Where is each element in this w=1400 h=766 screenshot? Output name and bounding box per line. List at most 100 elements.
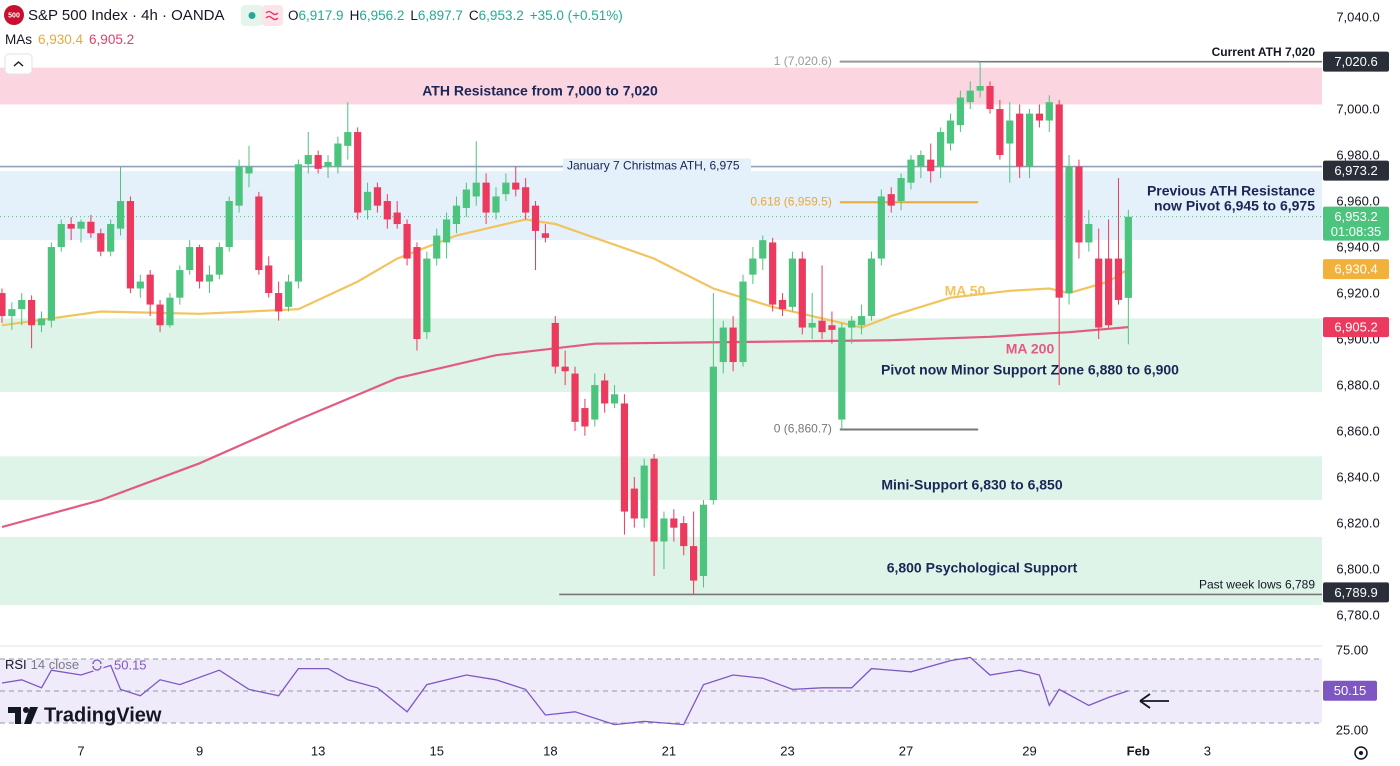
candle-body [897, 178, 905, 202]
zone [0, 171, 1322, 241]
settings-button[interactable] [1354, 746, 1368, 760]
candle-body [966, 90, 974, 103]
candle-body [334, 143, 342, 167]
ohlc-value: 6,956.2 [359, 8, 404, 23]
candle-body [67, 224, 75, 229]
candle-body [996, 109, 1004, 156]
y-tick-label: 6,820.0 [1336, 516, 1379, 531]
ma-label: MA 200 [1006, 341, 1055, 357]
candle-body [551, 322, 559, 367]
candle-body [314, 155, 322, 169]
candle-body [630, 488, 638, 519]
candle-body [1016, 113, 1024, 167]
symbol-title[interactable]: S&P 500 Index · 4h · OANDA [28, 7, 225, 24]
ohlc-value: 6,917.9 [299, 8, 344, 23]
zone [0, 318, 1322, 392]
y-tick-label: 6,780.0 [1336, 608, 1379, 623]
ohlc-key: H [350, 8, 360, 23]
ma-label: MA 50 [945, 283, 986, 299]
candle-body [719, 327, 727, 363]
candle-body [986, 86, 994, 110]
rsi-tick-label: 25.00 [1336, 722, 1369, 737]
candle-body [887, 194, 895, 206]
candle-body [541, 233, 549, 238]
y-tick-label: 6,980.0 [1336, 147, 1379, 162]
fib-label: 0.618 (6,959.5) [750, 194, 831, 208]
price-label: 7,020.6 [1334, 54, 1377, 69]
ohlc-value: 6,953.2 [479, 8, 524, 23]
collapse-icon [13, 61, 24, 67]
level-label: January 7 Christmas ATH, 6,975 [567, 159, 740, 173]
rsi-value: 50.15 [114, 657, 147, 672]
fib-label: 1 (7,020.6) [774, 54, 832, 68]
candle-body [699, 504, 708, 576]
candle-body [225, 201, 233, 248]
rsi-params: 14 close [31, 657, 79, 672]
candle-body [245, 166, 253, 174]
candle-body [77, 221, 85, 229]
candle-body [1095, 258, 1103, 328]
candle-body [195, 247, 204, 282]
price-label: 6,930.4 [1334, 262, 1377, 277]
candle-body [284, 281, 293, 307]
x-tick-label: 23 [780, 743, 794, 758]
candle-body [917, 155, 925, 167]
candle-body [1114, 258, 1123, 300]
ohlc-value: 6,897.7 [418, 8, 463, 23]
x-tick-label: 7 [77, 743, 84, 758]
collapse-button[interactable] [4, 53, 33, 75]
candle-body [492, 196, 500, 213]
candle-body [37, 318, 46, 326]
compare-button[interactable] [262, 5, 283, 26]
candle-body [818, 320, 826, 333]
candle-body [739, 281, 747, 363]
rsi-value-label: 50.15 [1334, 683, 1367, 698]
ma50-value: 6,930.4 [38, 32, 84, 47]
axes: 7,040.0 7,000.0 6,980.0 6,960.0 6,940.0 6,920… [77, 0, 1400, 758]
ma-line [1, 218, 1129, 329]
x-tick-label: Feb [1127, 743, 1150, 758]
candle-body [136, 281, 144, 289]
zone-label: 6,800 Psychological Support [887, 560, 1078, 576]
candle-body [798, 258, 806, 328]
x-tick-label: 9 [196, 743, 203, 758]
price-label-box [1323, 259, 1389, 280]
rsi-line [1, 656, 1129, 726]
candle-body [512, 182, 520, 190]
candle-body [18, 299, 26, 310]
price-label: 6,789.9 [1334, 585, 1377, 600]
candle-body [363, 191, 372, 211]
settings-icon [1359, 751, 1363, 755]
candle-body [413, 247, 421, 340]
y-tick-label: 6,880.0 [1336, 378, 1379, 393]
ma-legend-label: MAs [5, 32, 32, 47]
candle-body [1065, 166, 1073, 294]
candle-body [709, 366, 717, 501]
candle-body [937, 132, 945, 167]
header: 500 S&P 500 Index · 4h · OANDA O6,917.9 H… [4, 5, 623, 75]
ohlc-key: C [469, 8, 479, 23]
candle-body [502, 182, 510, 195]
candle-body [423, 258, 431, 333]
rsi-pane [0, 656, 1322, 726]
zone-label: now Pivot 6,945 to 6,975 [1154, 198, 1315, 214]
price-label: 6,973.2 [1334, 163, 1377, 178]
candle-body [482, 182, 490, 213]
candle-body [87, 221, 95, 234]
candle-body [215, 247, 223, 275]
candle-body [433, 235, 441, 259]
candle-body [205, 274, 214, 282]
x-tick-label: 29 [1022, 743, 1036, 758]
x-tick-label: 27 [899, 743, 913, 758]
candle-body [1085, 224, 1093, 243]
y-tick-label: 6,840.0 [1336, 470, 1379, 485]
candle-body [324, 161, 332, 167]
candle-body [344, 132, 352, 146]
y-tick-label: 7,000.0 [1336, 101, 1379, 116]
candle-body [522, 187, 530, 213]
candle-body [828, 325, 836, 330]
ohlc-key: O [288, 8, 299, 23]
fib-label: 0 (6,860.7) [774, 422, 832, 436]
candle-body [0, 293, 6, 317]
y-tick-label: 6,860.0 [1336, 424, 1379, 439]
